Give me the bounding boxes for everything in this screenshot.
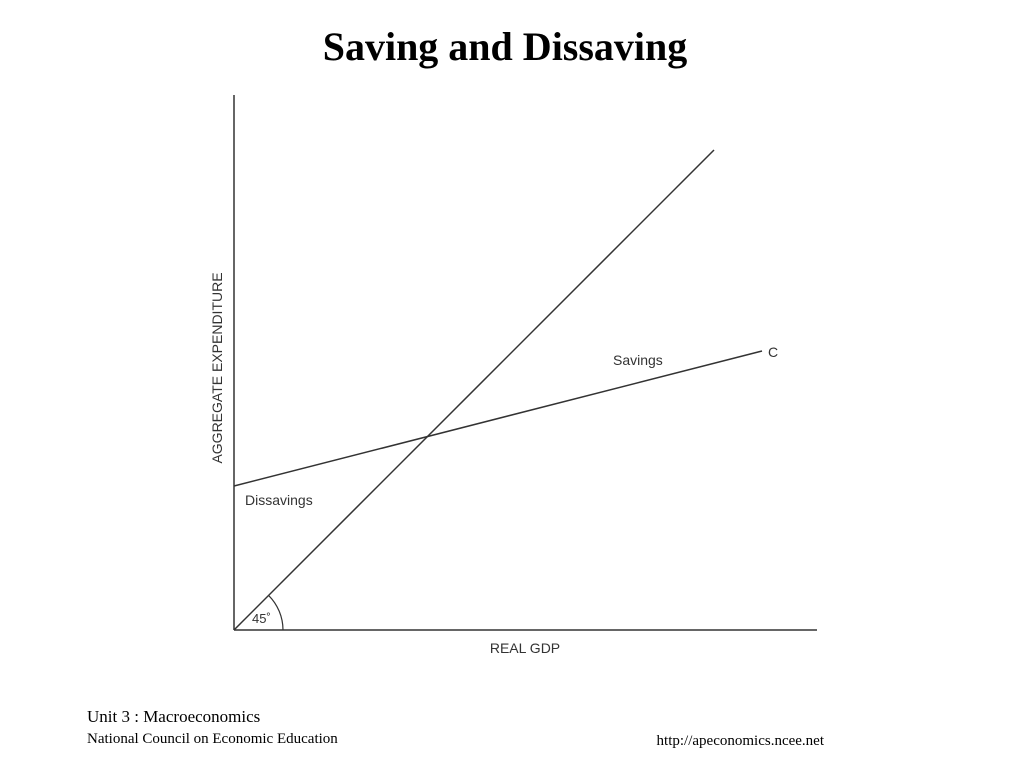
footer-left: Unit 3 : Macroeconomics National Council… bbox=[87, 707, 338, 749]
slide-title: Saving and Dissaving bbox=[322, 24, 688, 69]
dissavings-label: Dissavings bbox=[245, 492, 313, 508]
savings-label: Savings bbox=[613, 352, 663, 368]
footer-unit: Unit 3 : Macroeconomics bbox=[87, 707, 261, 726]
y-axis-label: AGGREGATE EXPENDITURE bbox=[209, 272, 225, 463]
footer-organization: National Council on Economic Education bbox=[87, 731, 338, 747]
x-axis-label: REAL GDP bbox=[490, 640, 560, 656]
angle-arc bbox=[268, 594, 284, 631]
consumption-label: C bbox=[768, 344, 778, 360]
forty-five-degree-line bbox=[233, 149, 715, 631]
footer-url: http://apeconomics.ncee.net bbox=[656, 733, 824, 749]
angle-label: 45˚ bbox=[252, 611, 271, 626]
consumption-line bbox=[233, 350, 763, 487]
